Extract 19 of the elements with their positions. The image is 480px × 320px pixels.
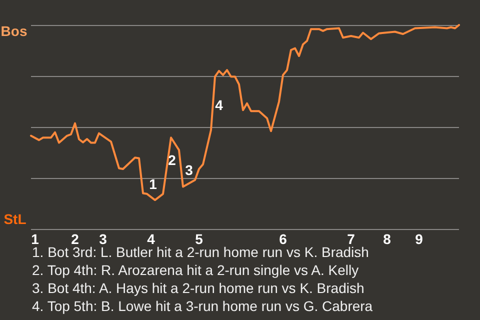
text: 4. Top 5th: B. Lowe hit a 3-run home run vs G. Cabrera [32, 298, 373, 314]
text: 1. Bot 3rd: L. Butler hit a 2-run home run vs K. Bradish [32, 244, 369, 260]
annotation: 3 [185, 162, 194, 178]
text: 3. Bot 4th: A. Hays hit a 2-run home run vs K. Bradish [32, 280, 364, 296]
x-tick-label: 2 [71, 231, 80, 247]
x-tick-label: 6 [279, 231, 288, 247]
x-tick-label: 9 [415, 231, 424, 247]
x-tick-label: 5 [195, 231, 204, 247]
annotation: 1 [149, 176, 158, 192]
x-tick-label: 3 [99, 231, 108, 247]
text: StL [4, 211, 27, 227]
annotation: 4 [215, 97, 224, 113]
annotation: 2 [168, 152, 176, 168]
text: Bos [0, 23, 28, 39]
x-tick-label: 7 [347, 231, 356, 247]
text: 2. Top 4th: R. Arozarena hit a 2-run single vs A. Kelly [32, 262, 359, 278]
x-tick-label: 8 [383, 231, 392, 247]
x-tick-label: 1 [31, 231, 40, 247]
x-tick-label: 4 [147, 231, 156, 247]
